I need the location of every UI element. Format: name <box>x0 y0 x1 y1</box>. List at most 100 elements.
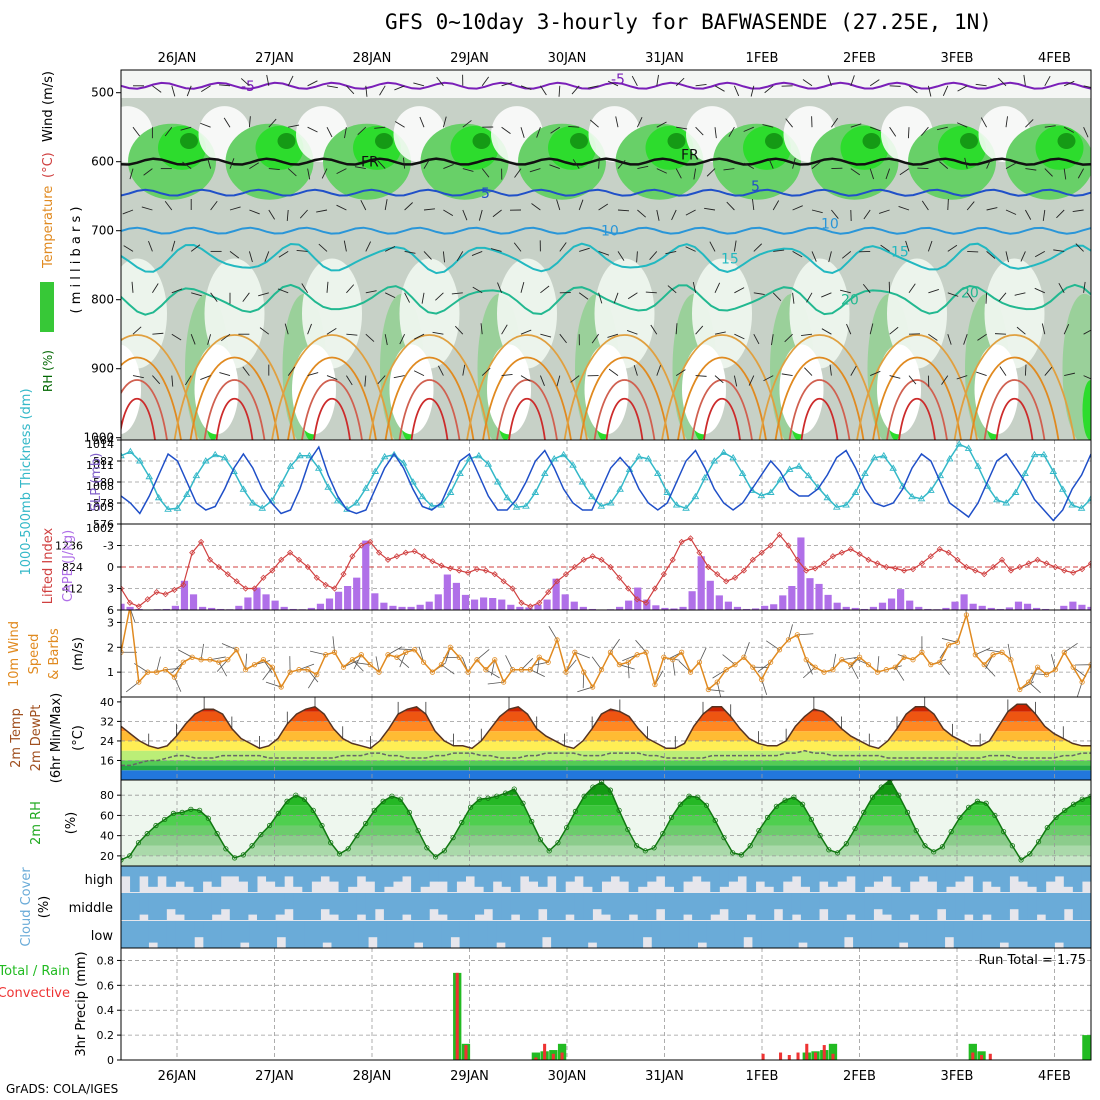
wind-barb <box>481 367 491 376</box>
wind-barb <box>947 292 959 297</box>
data-point <box>928 662 934 668</box>
data-point <box>545 659 551 665</box>
data-point <box>999 649 1005 655</box>
cloud-bar-low <box>1081 921 1091 948</box>
data-point <box>545 589 552 596</box>
cloud-bar-low <box>761 921 772 948</box>
cloud-plot <box>121 866 1091 948</box>
wind-axis-unit: (m/s) <box>71 637 86 671</box>
wind-barb <box>750 85 755 97</box>
wind-barb <box>307 669 319 683</box>
cloud-bar-high <box>991 866 1001 887</box>
cloud-bar-low <box>606 921 616 948</box>
data-point <box>456 654 462 660</box>
cloud-bar-low <box>459 921 470 948</box>
cloud-axis-label: Cloud Cover <box>19 867 34 947</box>
wind-barb <box>672 659 676 676</box>
wind-barb <box>513 242 522 252</box>
cloud-bar-middle <box>402 893 412 915</box>
wind-barb <box>693 168 697 180</box>
data-point <box>869 794 876 800</box>
data-point <box>550 455 558 462</box>
isotherm-label: -5 <box>241 79 255 95</box>
warm-contour <box>593 379 656 440</box>
data-point <box>838 549 845 556</box>
data-point <box>946 642 952 648</box>
y-tick-label: 0 <box>107 1054 114 1067</box>
cloud-bar-high <box>429 866 439 882</box>
cloud-bar-middle <box>184 893 195 920</box>
wind-barb <box>249 209 260 215</box>
li-tick-label: 3 <box>107 583 114 596</box>
wind-barb <box>490 248 502 252</box>
precip-convective-bar <box>464 1045 468 1060</box>
data-point <box>669 556 676 563</box>
cloud-bar-middle <box>1018 893 1029 920</box>
wind-barb <box>726 201 735 211</box>
wind-barb <box>1005 209 1017 215</box>
wind-barb <box>811 209 823 214</box>
cape-bar <box>942 607 950 610</box>
cloud-bar-high <box>628 866 639 892</box>
wind-barb <box>792 251 803 258</box>
cloud-bar-middle <box>438 893 448 915</box>
wind-barb <box>326 85 338 89</box>
wind-barb <box>806 292 813 303</box>
cloud-bar-middle <box>583 893 593 920</box>
cloud-bar-low <box>807 921 817 948</box>
data-point <box>857 654 863 660</box>
wind-barb <box>346 375 353 386</box>
cape-bar <box>289 608 297 610</box>
data-point <box>678 538 685 545</box>
cloud-bar-low <box>203 921 214 948</box>
wind-barb <box>186 85 192 97</box>
data-point <box>295 556 303 563</box>
data-point <box>917 494 926 502</box>
cloud-bar-low <box>798 921 808 943</box>
cloud-bar-low <box>816 921 827 948</box>
data-point <box>340 571 347 578</box>
cloud-bar-high <box>565 866 575 882</box>
wind-barb <box>985 292 988 304</box>
cloud-bar-high <box>356 866 367 877</box>
cloud-bar-middle <box>719 893 729 910</box>
cape-bar <box>1078 604 1086 610</box>
data-point <box>663 488 672 495</box>
cloud-bar-low <box>944 921 955 938</box>
data-point <box>135 840 142 846</box>
cloud-bar-low <box>285 921 296 948</box>
date-label-bottom: 4FEB <box>1038 1069 1071 1084</box>
cloud-bar-low <box>1017 921 1028 948</box>
data-point <box>572 649 578 655</box>
y-tick-label: 40 <box>100 696 114 709</box>
data-point <box>384 556 392 563</box>
cape-bar <box>353 577 361 610</box>
wind-barb <box>298 663 315 671</box>
warm-contour <box>189 356 280 440</box>
temperature-plot <box>121 697 1091 780</box>
wind-barb <box>889 326 899 335</box>
cloud-bar-high <box>592 866 602 892</box>
cape-bar <box>570 601 578 610</box>
dry-area <box>399 258 460 369</box>
wind-barb <box>492 209 502 218</box>
wind-barb <box>287 168 297 177</box>
wind-barb <box>956 375 968 380</box>
data-point <box>1087 494 1091 502</box>
cloud-bar-middle <box>764 893 775 920</box>
wind-barb <box>184 375 192 386</box>
wind-barb <box>704 207 716 211</box>
cape-bar <box>1069 601 1077 610</box>
cloud-bar-high <box>982 866 992 882</box>
data-point <box>296 667 302 673</box>
wind-axis-label: & Barbs <box>47 628 62 680</box>
cloud-bar-high <box>927 866 938 882</box>
data-point <box>616 574 623 581</box>
cloud-bar-high <box>293 866 303 887</box>
data-point <box>409 478 417 485</box>
cape-bar <box>171 605 179 610</box>
cape-bar <box>525 607 533 610</box>
warm-contour <box>579 356 670 440</box>
wind-barb <box>626 330 638 335</box>
cloud-bar-high <box>447 866 457 892</box>
